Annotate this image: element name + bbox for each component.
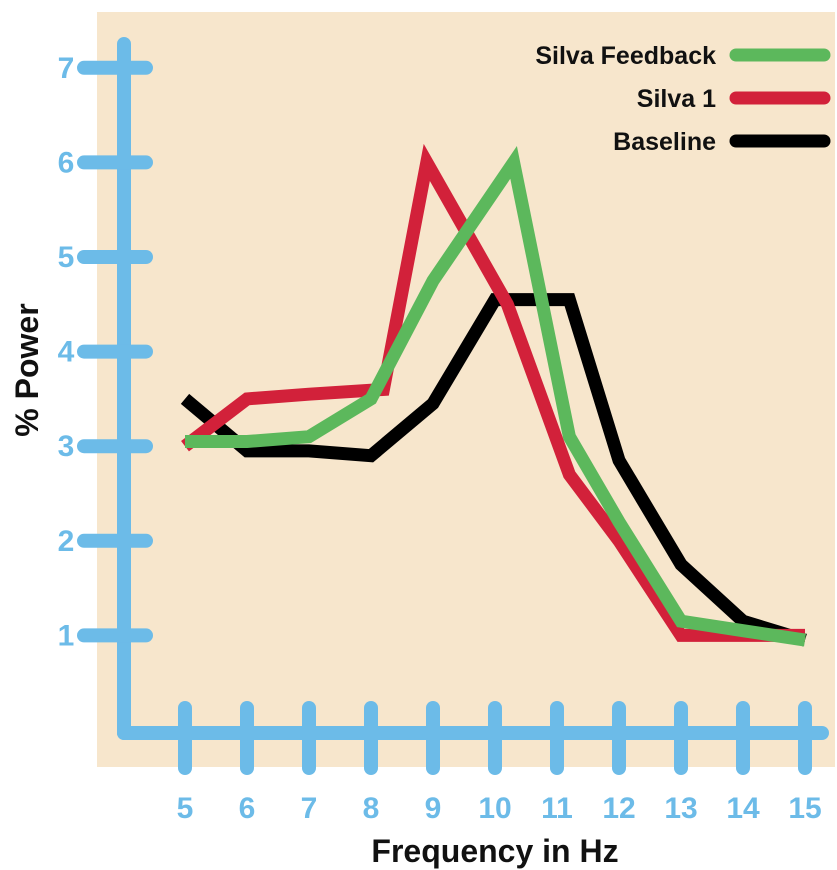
y-tick-label: 4 [58,336,75,369]
legend-label-silva-feedback: Silva Feedback [535,42,716,70]
x-tick-label: 12 [602,792,635,825]
series-lines [180,143,807,647]
x-tick-label: 14 [726,792,760,825]
x-tick-label: 9 [425,792,442,825]
legend-label-baseline: Baseline [613,128,716,156]
x-tick-label: 15 [788,792,821,825]
series-line-silva-feedback [185,146,806,647]
y-tick-label: 7 [58,52,75,85]
x-tick-label: 6 [239,792,256,825]
y-tick-label: 3 [58,430,75,463]
x-axis-title: Frequency in Hz [371,833,618,869]
legend-label-silva-1: Silva 1 [637,85,716,113]
x-tick-label: 5 [177,792,194,825]
series-line-baseline [180,293,807,647]
x-tick-label: 13 [664,792,697,825]
y-tick-label: 5 [58,241,75,274]
x-tick-label: 11 [541,792,573,825]
y-axis-title: % Power [9,303,45,436]
y-tick-label: 6 [58,146,75,179]
series-line-silva-1 [181,143,805,642]
x-tick-label: 10 [478,792,511,825]
y-tick-label: 1 [58,619,75,652]
plot-background [97,12,835,767]
x-tick-label: 7 [301,792,318,825]
y-tick-label: 2 [58,525,75,558]
legend: Silva Feedback Silva 1 Baseline [535,42,831,156]
x-tick-label: 8 [363,792,380,825]
